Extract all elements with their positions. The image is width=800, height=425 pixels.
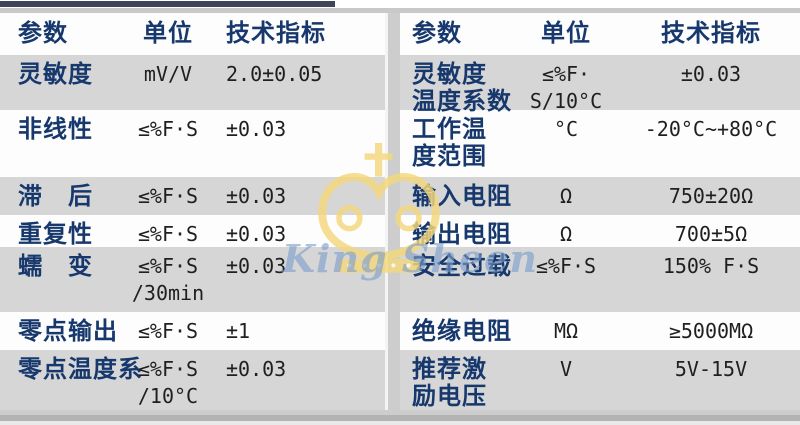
spec-table-left: 参数 单位 技术指标 灵敏度 mV/V 2.0±0.05 非线性 ≤%F·S ±… bbox=[0, 13, 385, 410]
unit-cell: ≤%F·S bbox=[535, 254, 597, 278]
bottom-divider-line bbox=[0, 410, 800, 415]
param-cell: 工作温 度范围 bbox=[412, 115, 487, 170]
header-unit: 单位 bbox=[143, 19, 193, 47]
value-cell: 750±20Ω bbox=[668, 184, 754, 208]
bottom-accent-bar bbox=[0, 415, 800, 421]
unit-cell: ≤%F·S/30min bbox=[131, 254, 205, 305]
unit-cell: ≤%F·S bbox=[137, 184, 199, 208]
unit-cell: ≤%F·S bbox=[137, 117, 199, 141]
header-spec: 技术指标 bbox=[661, 19, 761, 47]
header-spec: 技术指标 bbox=[226, 19, 326, 47]
unit-cell: V bbox=[559, 357, 573, 381]
param-cell: 输出电阻 bbox=[412, 220, 512, 248]
table-row: 输入电阻 Ω 750±20Ω bbox=[400, 177, 800, 215]
header-unit: 单位 bbox=[541, 19, 591, 47]
value-cell: ±0.03 bbox=[226, 222, 287, 246]
unit-cell: mV/V bbox=[143, 62, 193, 86]
table-row: 灵敏度 温度系数 ≤%F· S/10°C ±0.03 bbox=[400, 55, 800, 115]
value-cell: ±0.03 bbox=[226, 254, 287, 278]
unit-cell: ≤%F·S/10°C bbox=[137, 357, 199, 408]
table-row: 安全过载 ≤%F·S 150% F·S bbox=[400, 247, 800, 312]
param-cell: 重复性 bbox=[18, 220, 93, 248]
top-divider-line bbox=[0, 8, 800, 13]
table-row: 工作温 度范围 °C -20°C~+80°C bbox=[400, 110, 800, 177]
value-cell: ≥5000MΩ bbox=[668, 319, 754, 343]
param-cell: 灵敏度 温度系数 bbox=[412, 60, 512, 115]
header-param: 参数 bbox=[412, 19, 462, 47]
param-cell: 蠕 变 bbox=[18, 252, 93, 280]
param-cell: 零点温度系 bbox=[18, 355, 143, 383]
param-cell: 灵敏度 bbox=[18, 60, 93, 88]
table-row: 输出电阻 Ω 700±5Ω bbox=[400, 215, 800, 248]
table-row: 滞 后 ≤%F·S ±0.03 bbox=[0, 177, 385, 215]
table-header-row: 参数 单位 技术指标 bbox=[400, 13, 800, 55]
table-row: 蠕 变 ≤%F·S/30min ±0.03 bbox=[0, 247, 385, 312]
table-row: 推荐激 励电压 V 5V-15V bbox=[400, 350, 800, 410]
unit-cell: ≤%F·S bbox=[137, 222, 199, 246]
top-accent-bar bbox=[0, 1, 335, 7]
bottom-edge-line bbox=[0, 421, 800, 425]
value-cell: ±0.03 bbox=[226, 184, 287, 208]
table-header-row: 参数 单位 技术指标 bbox=[0, 13, 385, 55]
value-cell: ±0.03 bbox=[226, 117, 287, 141]
unit-cell: ≤%F·S/10°C bbox=[529, 62, 603, 113]
value-cell: 700±5Ω bbox=[674, 222, 748, 246]
unit-cell: °C bbox=[553, 117, 579, 141]
param-cell: 安全过载 bbox=[412, 252, 512, 280]
param-cell: 零点输出 bbox=[18, 317, 118, 345]
param-cell: 滞 后 bbox=[18, 182, 93, 210]
value-cell: 150% F·S bbox=[662, 254, 760, 278]
spec-table-right: 参数 单位 技术指标 灵敏度 温度系数 ≤%F· S/10°C ±0.03 工作温度… bbox=[400, 13, 800, 410]
value-cell: 2.0±0.05 bbox=[226, 62, 323, 86]
table-row: 零点输出 ≤%F·S ±1 bbox=[0, 312, 385, 350]
value-cell: 5V-15V bbox=[674, 357, 748, 381]
value-cell: -20°C~+80°C bbox=[644, 117, 778, 141]
table-row: 非线性 ≤%F·S ±0.03 bbox=[0, 110, 385, 177]
value-cell: ±0.03 bbox=[680, 62, 742, 86]
unit-cell: Ω bbox=[559, 184, 573, 208]
value-cell: ±1 bbox=[226, 319, 251, 343]
unit-cell: ≤%F·S bbox=[137, 319, 199, 343]
table-row: 重复性 ≤%F·S ±0.03 bbox=[0, 215, 385, 248]
param-cell: 推荐激 励电压 bbox=[412, 355, 487, 410]
table-gap-divider bbox=[385, 13, 400, 410]
table-row: 绝缘电阻 MΩ ≥5000MΩ bbox=[400, 312, 800, 350]
param-cell: 输入电阻 bbox=[412, 182, 512, 210]
param-cell: 非线性 bbox=[18, 115, 93, 143]
table-row: 零点温度系 ≤%F·S/10°C ±0.03 bbox=[0, 350, 385, 410]
value-cell: ±0.03 bbox=[226, 357, 287, 381]
param-cell: 绝缘电阻 bbox=[412, 317, 512, 345]
unit-cell: Ω bbox=[559, 222, 573, 246]
header-param: 参数 bbox=[18, 19, 68, 47]
unit-cell: MΩ bbox=[553, 319, 579, 343]
table-row: 灵敏度 mV/V 2.0±0.05 bbox=[0, 55, 385, 110]
